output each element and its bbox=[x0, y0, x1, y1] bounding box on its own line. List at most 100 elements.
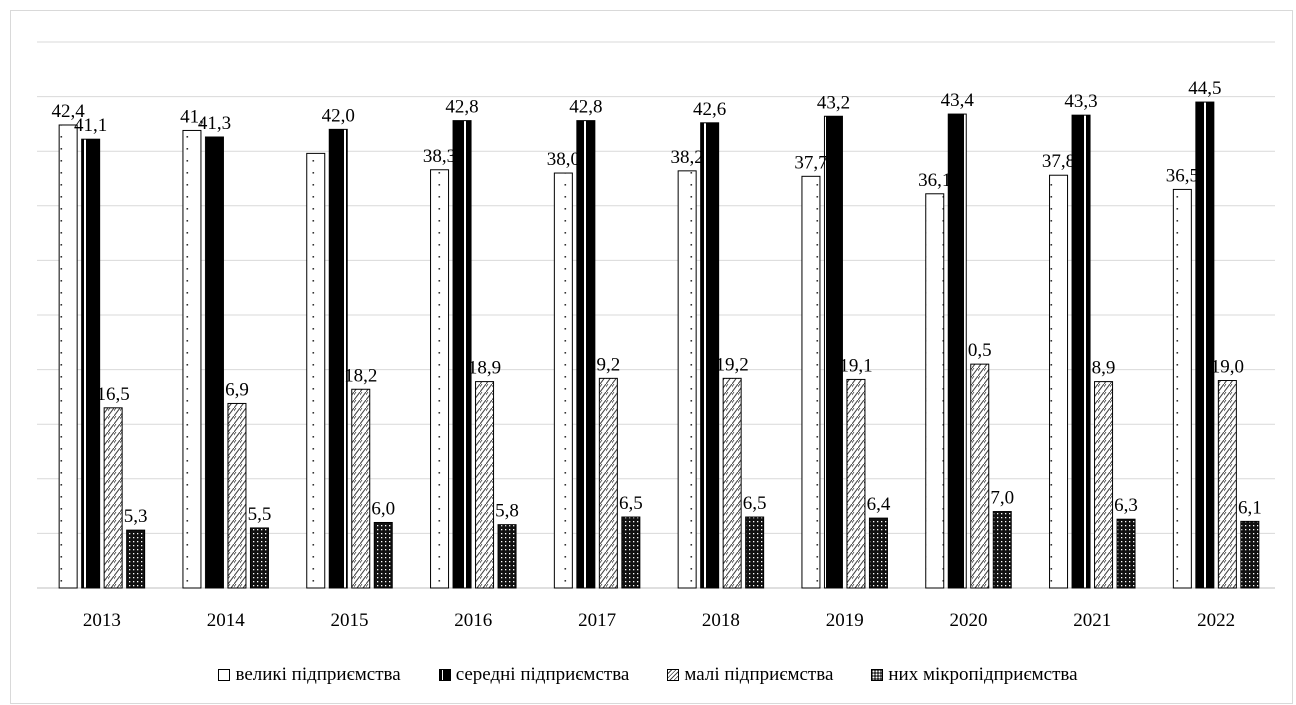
bar-medium-2015 bbox=[328, 128, 348, 589]
data-label-large-2016: 38,3 bbox=[423, 146, 456, 167]
data-label-micro-2018: 6,5 bbox=[743, 493, 767, 514]
bar-large-2022 bbox=[1172, 188, 1192, 589]
bars bbox=[58, 101, 1260, 589]
bar-small-2018 bbox=[722, 377, 742, 589]
x-tick-label-2014: 2014 bbox=[207, 610, 246, 631]
data-label-medium-2016: 42,8 bbox=[445, 97, 478, 118]
bar-medium-2021 bbox=[1071, 114, 1091, 589]
legend-item-small: малі підприємства bbox=[667, 664, 833, 686]
bar-small-2022 bbox=[1217, 380, 1237, 589]
data-label-micro-2016: 5,8 bbox=[495, 501, 519, 522]
bar-medium-2020 bbox=[947, 113, 967, 589]
data-label-large-2018: 38,2 bbox=[671, 147, 704, 168]
data-labels: 42,441,1 16,5 5,3 41,41,3 6,9 5,5 42,0 18,2 6,0 3… bbox=[52, 78, 1262, 527]
data-label-small-2016: 18,9 bbox=[468, 358, 501, 379]
legend-item-medium: середні підприємства bbox=[438, 664, 630, 686]
legend-label-medium: середні підприємства bbox=[455, 664, 630, 685]
bar-micro-2021 bbox=[1116, 518, 1136, 589]
legend-label-large: великі підприємства bbox=[235, 664, 401, 685]
bar-micro-2016 bbox=[497, 524, 517, 589]
data-label-large-2014: 41, bbox=[180, 106, 204, 127]
bar-micro-2020 bbox=[992, 511, 1012, 589]
data-label-micro-2022: 6,1 bbox=[1238, 497, 1262, 518]
bar-micro-2019 bbox=[868, 517, 888, 589]
bar-small-2020 bbox=[970, 363, 990, 589]
bar-medium-2019 bbox=[823, 115, 843, 589]
bar-large-2018 bbox=[677, 170, 697, 589]
data-label-micro-2015: 6,0 bbox=[371, 498, 395, 519]
x-tick-label-2021: 2021 bbox=[1073, 610, 1111, 631]
bar-small-2015 bbox=[351, 388, 371, 589]
data-label-small-2020: 0,5 bbox=[968, 340, 992, 361]
data-label-small-2019: 19,1 bbox=[839, 355, 872, 376]
data-label-medium-2019: 43,2 bbox=[817, 92, 850, 113]
data-label-micro-2021: 6,3 bbox=[1114, 495, 1138, 516]
bar-micro-2014 bbox=[249, 527, 269, 589]
data-label-medium-2022: 44,5 bbox=[1188, 78, 1221, 99]
data-label-small-2015: 18,2 bbox=[344, 365, 377, 386]
x-tick-label-2013: 2013 bbox=[83, 610, 121, 631]
bar-medium-2013 bbox=[81, 138, 101, 589]
chart-frame bbox=[10, 10, 1293, 704]
bar-large-2017 bbox=[553, 172, 573, 589]
bar-micro-2017 bbox=[621, 516, 641, 589]
data-label-medium-2015: 42,0 bbox=[322, 105, 355, 126]
legend: великі підприємства середні підприємства… bbox=[0, 660, 1296, 690]
x-tick-label-2015: 2015 bbox=[331, 610, 369, 631]
data-label-small-2013: 16,5 bbox=[97, 384, 130, 405]
data-label-micro-2013: 5,3 bbox=[124, 506, 148, 527]
bar-large-2019 bbox=[801, 175, 821, 589]
data-label-medium-2020: 43,4 bbox=[941, 90, 975, 111]
legend-item-large: великі підприємства bbox=[218, 664, 401, 686]
x-tick-label-2017: 2017 bbox=[578, 610, 616, 631]
bar-medium-2018 bbox=[700, 122, 720, 589]
data-label-small-2014: 6,9 bbox=[225, 379, 249, 400]
data-label-micro-2020: 7,0 bbox=[990, 488, 1014, 509]
data-label-large-2019: 37,7 bbox=[794, 152, 827, 173]
data-label-large-2022: 36,5 bbox=[1166, 165, 1199, 186]
bar-micro-2022 bbox=[1240, 520, 1260, 589]
data-label-micro-2017: 6,5 bbox=[619, 493, 643, 514]
legend-swatch-small bbox=[667, 669, 680, 681]
x-tick-label-2016: 2016 bbox=[454, 610, 492, 631]
bar-micro-2013 bbox=[126, 529, 146, 589]
data-label-micro-2014: 5,5 bbox=[248, 504, 272, 525]
x-tick-label-2020: 2020 bbox=[950, 610, 988, 631]
bar-large-2021 bbox=[1049, 174, 1069, 589]
legend-label-small: малі підприємства bbox=[684, 664, 834, 685]
data-label-large-2013: 42,4 bbox=[52, 101, 86, 122]
data-label-large-2020: 36,1 bbox=[918, 170, 951, 191]
data-label-small-2017: 9,2 bbox=[596, 354, 620, 375]
legend-swatch-micro bbox=[871, 669, 884, 681]
data-label-small-2021: 8,9 bbox=[1092, 358, 1116, 379]
data-label-small-2022: 19,0 bbox=[1211, 357, 1244, 378]
bar-medium-2016 bbox=[452, 120, 472, 589]
x-tick-label-2022: 2022 bbox=[1197, 610, 1235, 631]
bar-medium-2017 bbox=[576, 120, 596, 589]
data-label-medium-2014: 41,3 bbox=[198, 113, 231, 134]
data-label-micro-2019: 6,4 bbox=[867, 494, 891, 515]
x-axis-tick-labels: 2013 2014 2015 2016 2017 2018 2019 2020 2021 2022 bbox=[83, 610, 1235, 631]
data-label-large-2021: 37,8 bbox=[1042, 151, 1075, 172]
bar-small-2021 bbox=[1094, 381, 1114, 589]
data-label-medium-2017: 42,8 bbox=[569, 97, 602, 118]
bar-medium-2014 bbox=[204, 136, 224, 589]
bar-small-2013 bbox=[103, 407, 123, 589]
bar-large-2015 bbox=[306, 152, 326, 589]
x-tick-label-2019: 2019 bbox=[826, 610, 864, 631]
bar-medium-2022 bbox=[1195, 101, 1215, 589]
legend-item-micro: них мікропідприємства bbox=[871, 664, 1078, 686]
bar-small-2016 bbox=[475, 381, 495, 589]
bar-micro-2018 bbox=[745, 516, 765, 589]
legend-swatch-large bbox=[218, 669, 231, 681]
bar-large-2016 bbox=[430, 169, 450, 589]
legend-label-micro: них мікропідприємства bbox=[888, 664, 1078, 685]
bar-large-2014 bbox=[182, 129, 202, 589]
data-label-large-2017: 38,0 bbox=[547, 149, 580, 170]
bar-large-2013 bbox=[58, 124, 78, 589]
bar-small-2019 bbox=[846, 378, 866, 589]
data-label-small-2018: 19,2 bbox=[716, 354, 749, 375]
data-label-medium-2013: 41,1 bbox=[74, 115, 107, 136]
bar-micro-2015 bbox=[373, 521, 393, 589]
